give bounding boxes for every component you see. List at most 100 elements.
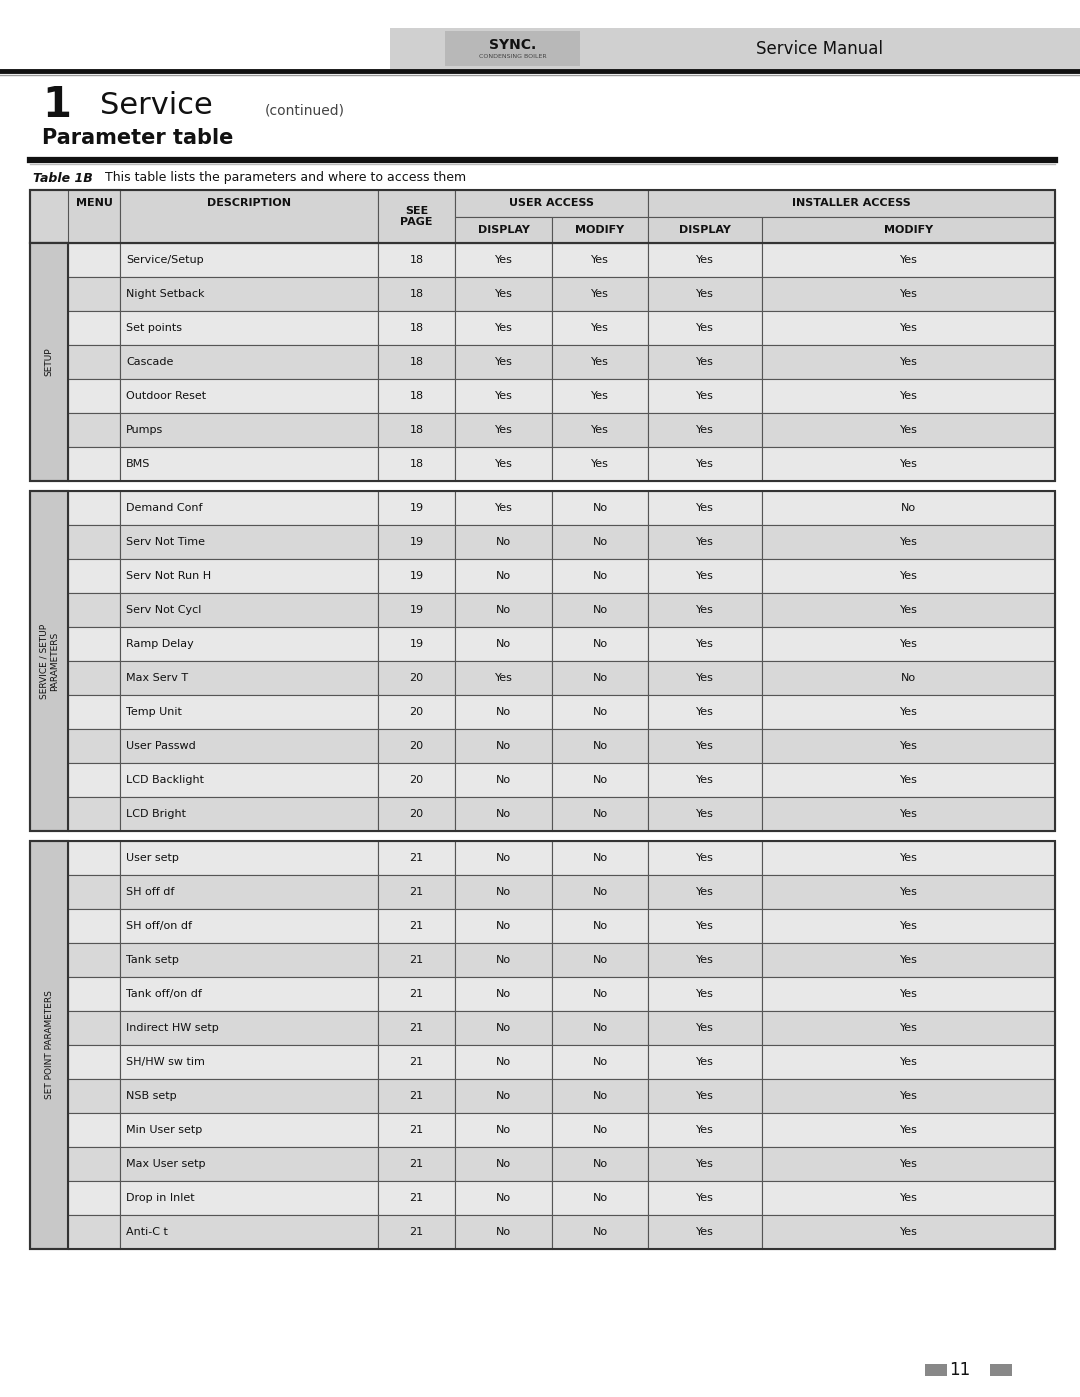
Bar	[762, 592, 1055, 627]
Text: Yes: Yes	[697, 1160, 714, 1169]
Bar	[648, 943, 762, 977]
Bar	[378, 909, 455, 943]
Bar	[30, 490, 1055, 831]
Bar	[68, 694, 120, 729]
Text: Yes: Yes	[591, 256, 609, 265]
Bar	[762, 1011, 1055, 1045]
Bar	[30, 841, 1055, 1249]
Text: No: No	[593, 1125, 608, 1134]
Bar	[378, 312, 455, 345]
Bar	[762, 379, 1055, 414]
Bar	[762, 559, 1055, 592]
Text: No: No	[496, 956, 511, 965]
Bar	[762, 627, 1055, 661]
Text: No: No	[496, 775, 511, 785]
Bar	[378, 627, 455, 661]
Bar	[120, 763, 378, 798]
Bar	[455, 1078, 552, 1113]
Text: SETUP: SETUP	[44, 348, 54, 376]
Bar	[120, 694, 378, 729]
Bar	[762, 490, 1055, 525]
Bar	[378, 661, 455, 694]
Bar	[762, 729, 1055, 763]
Text: Yes: Yes	[697, 536, 714, 548]
Text: Yes: Yes	[697, 921, 714, 930]
Bar	[648, 798, 762, 831]
Bar	[120, 559, 378, 592]
Text: Service Manual: Service Manual	[756, 41, 883, 59]
Text: Yes: Yes	[697, 323, 714, 332]
Bar	[120, 490, 378, 525]
Bar	[455, 1180, 552, 1215]
Text: Serv Not Time: Serv Not Time	[126, 536, 205, 548]
Text: Yes: Yes	[900, 460, 917, 469]
Bar	[378, 1113, 455, 1147]
Bar	[762, 1078, 1055, 1113]
Text: Yes: Yes	[900, 921, 917, 930]
Bar	[455, 763, 552, 798]
Bar	[648, 525, 762, 559]
Bar	[552, 525, 648, 559]
Bar	[552, 943, 648, 977]
Text: Yes: Yes	[900, 854, 917, 863]
Bar	[648, 875, 762, 909]
Bar	[648, 1011, 762, 1045]
Text: Yes: Yes	[697, 956, 714, 965]
Text: Yes: Yes	[697, 854, 714, 863]
Bar	[762, 243, 1055, 277]
Text: 18: 18	[409, 391, 423, 401]
Text: No: No	[901, 673, 916, 683]
Bar	[378, 190, 455, 243]
Bar	[455, 592, 552, 627]
Bar	[455, 1147, 552, 1180]
Bar	[648, 490, 762, 525]
Bar	[68, 1215, 120, 1249]
Text: No: No	[496, 1058, 511, 1067]
Text: Yes: Yes	[697, 673, 714, 683]
Bar	[120, 627, 378, 661]
Text: 20: 20	[409, 775, 423, 785]
Text: No: No	[496, 536, 511, 548]
Text: 11: 11	[949, 1361, 971, 1379]
Bar	[30, 243, 68, 481]
Text: Yes: Yes	[591, 425, 609, 434]
Text: No: No	[496, 887, 511, 897]
Bar	[455, 1215, 552, 1249]
Bar	[455, 661, 552, 694]
Text: 19: 19	[409, 571, 423, 581]
Text: Indirect HW setp: Indirect HW setp	[126, 1023, 219, 1032]
Bar	[648, 1045, 762, 1078]
Bar	[68, 592, 120, 627]
Text: 18: 18	[409, 358, 423, 367]
Bar	[762, 977, 1055, 1011]
Bar	[648, 909, 762, 943]
Bar	[762, 277, 1055, 312]
Text: Yes: Yes	[591, 358, 609, 367]
Bar	[120, 661, 378, 694]
Text: Yes: Yes	[900, 1193, 917, 1203]
Text: Yes: Yes	[697, 638, 714, 650]
Bar	[455, 525, 552, 559]
Bar	[30, 190, 1055, 243]
Text: No: No	[496, 571, 511, 581]
Bar	[455, 729, 552, 763]
Bar	[552, 217, 648, 243]
Text: No: No	[593, 605, 608, 615]
Bar	[648, 977, 762, 1011]
Text: Yes: Yes	[900, 707, 917, 717]
Bar	[648, 243, 762, 277]
Text: Yes: Yes	[697, 1125, 714, 1134]
Text: Yes: Yes	[697, 460, 714, 469]
Text: DISPLAY: DISPLAY	[679, 225, 731, 235]
Text: Yes: Yes	[900, 256, 917, 265]
Text: 21: 21	[409, 1193, 423, 1203]
Text: No: No	[496, 809, 511, 819]
Bar	[120, 1180, 378, 1215]
Text: Yes: Yes	[697, 1091, 714, 1101]
Bar	[552, 559, 648, 592]
Bar	[68, 345, 120, 379]
Text: No: No	[593, 989, 608, 999]
Bar	[648, 414, 762, 447]
Text: Tank off/on df: Tank off/on df	[126, 989, 202, 999]
Bar	[455, 414, 552, 447]
